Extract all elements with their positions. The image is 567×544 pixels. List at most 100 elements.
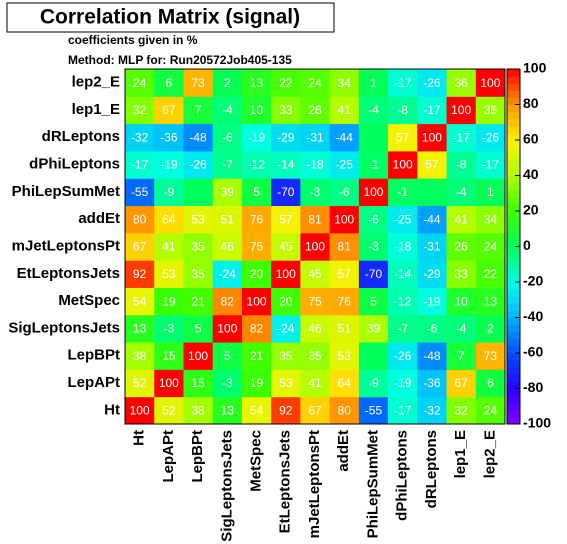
cell-label: 46 [308,322,322,336]
cell [212,150,243,179]
x-tick-label: lep2_E [481,430,498,478]
colorbar-segment [507,132,520,141]
colorbar-segment [507,274,520,283]
cell-label: 10 [250,103,264,117]
colorbar-segment [507,260,520,269]
cell-label: -19 [160,158,178,172]
cell [183,342,214,370]
y-tick-label: lep1_E [72,101,120,118]
colorbar-tick-label: -40 [523,308,543,324]
cell-label: -6 [339,185,350,199]
colorbar-segment [507,345,520,354]
cell [154,96,184,125]
cell-label: 5 [224,349,231,363]
cell [417,232,448,261]
colorbar-segment [507,360,520,368]
cell-label: -3 [310,185,321,199]
cell-label: -26 [482,130,500,144]
cell [125,69,155,97]
cell-label: 81 [338,240,352,254]
cell [329,205,360,234]
cell-label: -17 [394,76,412,90]
cell-label: 64 [162,212,176,226]
cell-label: -18 [306,158,324,172]
cell [475,205,506,234]
cell [271,260,301,288]
cell [358,369,389,398]
cell-label: 100 [188,349,208,363]
cell [417,123,448,152]
cell-label: 20 [279,294,293,308]
cell-label: -8 [456,158,467,172]
cell-label: -12 [248,158,266,172]
y-tick-label: SigLeptonsJets [8,319,120,336]
cell-label: 100 [363,185,383,199]
cell-label: 5 [253,185,260,199]
cell-label: -3 [368,240,379,254]
cell [475,342,506,370]
colorbar-segment [507,83,520,91]
cell [388,369,418,398]
cell [154,260,184,288]
colorbar-tick-label: 0 [523,237,531,253]
cell [417,260,448,288]
cell [154,369,184,398]
colorbar-segment [507,388,520,397]
colorbar-segment [507,140,520,148]
colorbar-segment [507,402,520,411]
cell-label: -48 [189,130,207,144]
cell-label: 39 [221,185,235,199]
cell-label: 34 [484,212,498,226]
cell [446,232,477,261]
cell-label: -14 [394,267,412,281]
cell [183,369,214,398]
colorbar-segment [507,196,520,205]
cell [358,69,389,97]
cell-label: -4 [456,322,467,336]
cell-label: 26 [308,103,322,117]
cell-label: 20 [250,267,264,281]
cell-label: -26 [423,76,441,90]
cell-label: 45 [308,267,322,281]
cell [417,96,448,125]
colorbar-tick-label: -60 [523,344,543,360]
cell [358,232,389,261]
cell [125,342,155,370]
x-tick-label: Ht [131,430,148,446]
x-tick-label: addEt [335,430,352,472]
x-tick-label: MetSpec [248,430,265,492]
cell [154,69,184,97]
colorbar-segment [507,211,520,219]
cell-label: 100 [422,130,442,144]
cell [212,178,243,207]
cell-label: 100 [393,158,413,172]
cell-label: -26 [394,349,412,363]
cell-label: 92 [133,267,147,281]
cell-label: 2 [487,322,494,336]
colorbar-segment [507,104,520,113]
cell [300,96,331,125]
cell-label: 41 [162,240,176,254]
cell-label: 53 [279,376,293,390]
colorbar-segment [507,282,520,290]
cell-label: 35 [191,240,205,254]
cell [271,342,301,370]
cell-label: 57 [396,130,410,144]
cell [154,178,184,207]
cell [475,396,506,425]
cell-label: 100 [276,267,296,281]
colorbar-segment [507,324,520,333]
cell [154,123,184,152]
cell-label: -19 [248,130,266,144]
cell [241,342,272,370]
y-tick-label: lep2_E [72,74,120,91]
cell-label: -9 [164,185,175,199]
colorbar-tick-label: -80 [523,379,543,395]
cell-label: -36 [160,130,178,144]
cell [475,369,506,398]
cell [475,150,506,179]
colorbar-segment [507,296,520,304]
cell [446,123,477,152]
cell [183,287,214,316]
